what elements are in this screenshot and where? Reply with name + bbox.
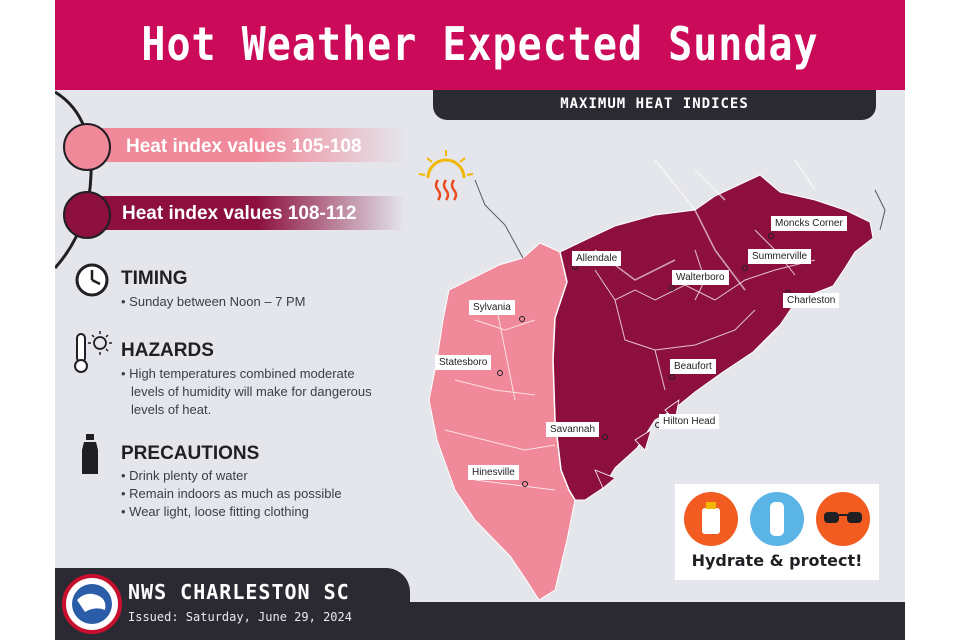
precaution-2: Remain indoors as much as possible <box>129 486 342 501</box>
title-banner <box>55 0 905 90</box>
city-label: Beaufort <box>670 359 716 374</box>
thermometer-sun-icon <box>74 331 112 373</box>
city-label: Sylvania <box>469 300 515 315</box>
precaution-1: Drink plenty of water <box>129 468 248 483</box>
timing-bullet: • Sunday between Noon – 7 PM <box>121 294 306 309</box>
legend-label-high: Heat index values 108-112 <box>122 203 357 224</box>
legend-bar-low <box>75 128 405 162</box>
water-bottle-icon <box>82 434 98 474</box>
office-name: NWS CHARLESTON SC <box>128 580 350 604</box>
page-title: Hot Weather Expected Sunday <box>141 18 819 72</box>
precautions-body: • Drink plenty of water • Remain indoors… <box>121 468 342 519</box>
hazards-line-3: levels of heat. <box>131 402 212 417</box>
legend-label-low: Heat index values 105-108 <box>126 136 362 157</box>
timing-title: TIMING <box>121 268 188 289</box>
city-label: Hinesville <box>468 465 519 480</box>
sun-heat-icon <box>418 150 474 201</box>
infographic: Hot Weather Expected Sunday MAXIMUM HEAT… <box>55 0 905 640</box>
city-label: Hilton Head <box>659 414 720 429</box>
city-label: Walterboro <box>672 270 729 285</box>
sunglasses-icon <box>816 492 870 546</box>
legend-bar-high <box>75 196 405 230</box>
city-label: Allendale <box>572 251 622 266</box>
issued-date: Issued: Saturday, June 29, 2024 <box>128 610 352 624</box>
footer-strip <box>410 602 905 640</box>
hydrate-label: Hydrate & protect! <box>691 551 863 570</box>
legend-swatch-high <box>63 191 111 239</box>
state-border <box>552 251 576 501</box>
map-subtitle: MAXIMUM HEAT INDICES <box>560 96 749 112</box>
city-label: Charleston <box>783 293 840 308</box>
city-label: Savannah <box>546 422 600 437</box>
legend-swatch-low <box>63 123 111 171</box>
hazards-title: HAZARDS <box>121 340 214 361</box>
hydrate-icons-overlay <box>684 492 870 546</box>
timing-body: • Sunday between Noon – 7 PM <box>121 293 306 311</box>
outline-lines <box>474 179 886 259</box>
hazards-line-1: High temperatures combined moderate <box>129 366 355 381</box>
city-label: Moncks Corner <box>771 216 847 231</box>
city-label: Statesboro <box>435 355 492 370</box>
precautions-title: PRECAUTIONS <box>121 443 260 464</box>
precaution-3: Wear light, loose fitting clothing <box>129 504 309 519</box>
clock-icon <box>75 263 109 297</box>
hazards-body: • High temperatures combined moderate le… <box>121 366 372 417</box>
hazards-line-2: levels of humidity will make for dangero… <box>131 384 372 399</box>
subtitle-bar <box>433 90 876 120</box>
decor-arc <box>55 90 93 269</box>
city-label: Summerville <box>748 249 812 264</box>
nws-logo-icon <box>62 574 122 634</box>
